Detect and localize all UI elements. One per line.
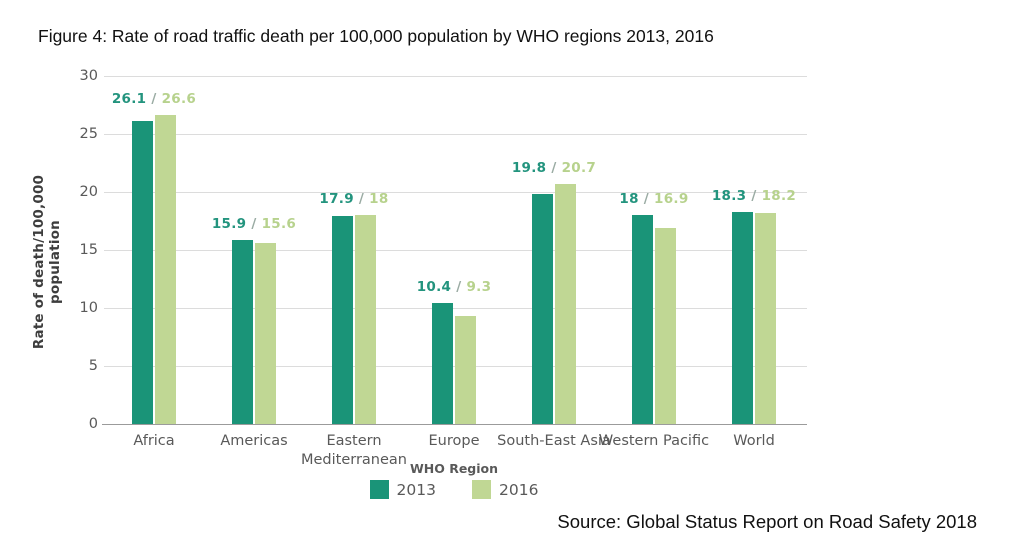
x-category-label-africa: Africa: [133, 433, 175, 449]
x-category-label-eastern-mediterranean: Eastern Mediterranean: [300, 433, 407, 468]
gridline-y-30: [104, 76, 807, 77]
legend-item-2013: 2013: [369, 480, 436, 499]
y-tick-label-20: 20: [79, 184, 98, 200]
value-2016-americas: 15.6: [261, 215, 297, 232]
legend-label-2013: 2013: [396, 480, 436, 499]
value-2016-africa: 26.6: [161, 91, 197, 108]
bar-2013-americas: [232, 239, 253, 424]
value-separator-americas: /: [246, 215, 262, 232]
value-2016-western-pacific: 16.9: [654, 191, 689, 208]
legend-label-2016: 2016: [499, 480, 539, 499]
gridline-y-15: [104, 250, 807, 251]
value-2013-europe: 10.4: [416, 279, 452, 296]
x-category-label-western-pacific: Western Pacific: [598, 433, 710, 449]
gridline-y-20: [104, 192, 807, 193]
x-category-label-world: World: [733, 433, 775, 449]
value-2016-world: 18.2: [761, 187, 797, 204]
bar-2013-africa: [132, 121, 153, 424]
y-tick-label-25: 25: [79, 126, 98, 142]
legend: WHO Region 2013 2016: [104, 461, 804, 499]
value-2016-eastern-mediterranean: 18: [369, 191, 389, 208]
gridline-y-25: [104, 134, 807, 135]
legend-title: WHO Region: [409, 461, 499, 476]
bar-2016-africa: [155, 115, 176, 424]
legend-swatch-2013-icon: [369, 480, 389, 499]
y-tick-label-5: 5: [88, 358, 98, 374]
y-tick-label-15: 15: [79, 242, 98, 258]
bar-2013-eastern-mediterranean: [332, 216, 353, 424]
value-separator-south-east-asia: /: [546, 159, 562, 176]
bar-2016-americas: [255, 243, 276, 424]
legend-items: 2013 2016: [369, 480, 538, 499]
bar-2016-world: [755, 212, 776, 424]
value-label-world: 18.3 / 18.2: [684, 188, 824, 204]
bar-2013-south-east-asia: [532, 194, 553, 424]
bar-2013-world: [732, 211, 753, 424]
y-tick-label-30: 30: [79, 68, 98, 84]
value-2013-americas: 15.9: [211, 215, 247, 232]
bar-2013-western-pacific: [632, 215, 653, 424]
value-label-south-east-asia: 19.8 / 20.7: [484, 160, 624, 176]
value-2016-south-east-asia: 20.7: [561, 159, 597, 176]
value-2013-western-pacific: 18: [619, 191, 639, 208]
bar-2016-eastern-mediterranean: [355, 215, 376, 424]
legend-item-2016: 2016: [472, 480, 538, 499]
value-label-europe: 10.4 / 9.3: [384, 279, 524, 295]
plot-area: 26.1 / 26.6 Africa 15.9 / 15.6 Americas 17.9…: [102, 76, 807, 468]
value-separator-western-pacific: /: [638, 191, 655, 208]
value-separator-eastern-mediterranean: /: [353, 191, 370, 208]
value-2013-south-east-asia: 19.8: [511, 159, 547, 176]
figure-title: Figure 4: Rate of road traffic death per…: [38, 26, 714, 46]
x-category-label-south-east-asia: South-East Asia: [497, 433, 611, 449]
y-axis-title: Rate of death/100,000 population: [31, 174, 63, 350]
y-tick-label-10: 10: [79, 300, 98, 316]
value-label-western-pacific: 18 / 16.9: [584, 191, 724, 207]
source-attribution: Source: Global Status Report on Road Saf…: [557, 511, 977, 532]
bar-2013-europe: [432, 303, 453, 424]
bar-2016-europe: [455, 316, 476, 424]
x-category-label-americas: Americas: [220, 433, 288, 449]
y-tick-label-0: 0: [88, 416, 98, 432]
value-2013-world: 18.3: [711, 187, 747, 204]
value-2013-eastern-mediterranean: 17.9: [319, 191, 354, 208]
value-separator-world: /: [746, 187, 762, 204]
value-separator-europe: /: [451, 279, 467, 296]
x-category-label-europe: Europe: [428, 433, 480, 449]
legend-swatch-2016-icon: [472, 480, 491, 499]
gridline-y-10: [104, 308, 807, 309]
value-label-eastern-mediterranean: 17.9 / 18: [284, 191, 424, 207]
value-separator-africa: /: [146, 91, 162, 108]
bar-2016-south-east-asia: [555, 183, 576, 424]
value-2016-europe: 9.3: [466, 279, 492, 296]
value-2013-africa: 26.1: [111, 91, 147, 108]
value-label-americas: 15.9 / 15.6: [184, 216, 324, 232]
value-label-africa: 26.1 / 26.6: [84, 91, 224, 107]
bar-2016-western-pacific: [655, 227, 676, 424]
x-axis-baseline: [102, 424, 807, 425]
